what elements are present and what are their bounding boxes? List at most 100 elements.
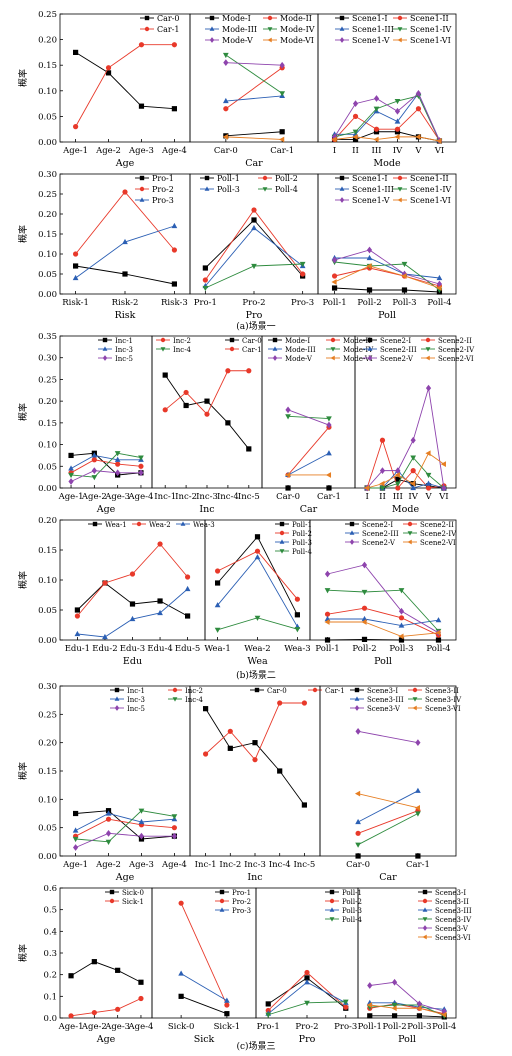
legend-entry: Scene1-VI — [410, 196, 451, 205]
legend-swatch-marker — [354, 705, 360, 711]
data-point — [361, 605, 368, 611]
data-point — [352, 134, 358, 140]
data-point — [251, 263, 257, 270]
data-point — [415, 106, 422, 112]
data-point — [138, 832, 145, 840]
y-tick-label: 0.10 — [38, 87, 57, 97]
legend-entry: Pro-2 — [152, 185, 174, 194]
data-point — [401, 287, 408, 293]
data-point — [367, 982, 373, 989]
data-point — [352, 113, 359, 119]
legend-entry: Wea-2 — [149, 521, 171, 529]
legend-entry: Scene2-IV — [438, 346, 475, 354]
x-tick-label: Risk-3 — [161, 298, 188, 308]
y-tick-label: 0.30 — [38, 170, 57, 180]
x-tick-label: Poll-1 — [315, 644, 339, 654]
legend-swatch-marker — [407, 521, 413, 527]
chart-panel-a-poll: Poll-1 Poll-2 Poll-3 Poll-4 Poll Scene1-I Scen… — [317, 173, 457, 321]
series-line — [366, 387, 445, 489]
legend-entry: Poll-2 — [292, 530, 312, 538]
legend-entry: Mode-I — [285, 337, 310, 345]
data-point — [171, 832, 177, 840]
x-tick-label: Car-1 — [317, 492, 341, 502]
y-tick-label: 0.25 — [38, 190, 57, 200]
series-line — [70, 454, 141, 469]
legend-swatch-marker — [114, 705, 120, 711]
legend-swatch-marker — [102, 337, 108, 343]
legend-swatch-marker — [397, 187, 403, 192]
data-point — [251, 224, 257, 231]
legend-entry: Scene2-II — [438, 337, 472, 345]
data-point — [425, 450, 431, 457]
data-point — [415, 811, 421, 817]
series-line — [75, 225, 175, 279]
data-point — [361, 561, 368, 569]
data-point — [416, 1005, 422, 1012]
legend-swatch-marker — [407, 539, 412, 545]
data-point — [265, 1001, 271, 1007]
y-tick-label: 0.25 — [38, 710, 57, 720]
legend-entry: Inc-4 — [173, 346, 192, 354]
legend-swatch-marker — [272, 346, 278, 351]
legend-entry: Scene2-V — [362, 539, 396, 547]
x-tick-label: IV — [393, 146, 403, 156]
x-tick-label: Age-3 — [104, 492, 130, 502]
data-point — [214, 602, 221, 608]
chart-panel-c-age2: 0.00.10.20.30.40.50.6概率Age-1Age-2Age-3Ag… — [17, 884, 153, 1045]
data-point — [105, 816, 112, 822]
data-point — [183, 389, 189, 396]
plot-frame — [357, 887, 457, 1019]
data-point — [251, 217, 257, 223]
y-tick-label: 0.4 — [43, 927, 57, 937]
series-line — [369, 1015, 445, 1018]
data-point — [436, 285, 442, 291]
data-point — [171, 825, 177, 831]
series-line — [357, 813, 419, 846]
chart-panel-a-pro: Pro-1 Pro-2 Pro-3 Pro Poll-1 Poll-2 Poll-3 Poll… — [189, 173, 319, 321]
data-point — [326, 450, 332, 456]
series-line — [180, 902, 228, 1006]
legend-entry: Poll-3 — [342, 907, 362, 915]
data-point — [304, 1000, 310, 1006]
legend-swatch-marker — [136, 521, 142, 527]
legend-swatch-marker — [262, 187, 268, 192]
legend-entry: Scene3-V — [367, 705, 401, 713]
legend-swatch-marker — [254, 687, 260, 693]
data-point — [185, 574, 191, 580]
legend-entry: Poll-1 — [342, 889, 362, 897]
data-point — [373, 106, 380, 112]
legend-swatch-marker — [425, 355, 430, 361]
y-axis-label: 概率 — [17, 944, 29, 962]
legend-swatch-marker — [272, 355, 278, 361]
data-point — [138, 818, 145, 825]
legend-swatch-marker — [329, 917, 335, 922]
series-line — [367, 456, 445, 489]
x-axis-label: Poll — [398, 1034, 416, 1045]
series-line — [334, 265, 440, 289]
y-tick-label: 0.05 — [38, 606, 57, 616]
data-point — [398, 588, 405, 594]
data-point — [129, 571, 136, 577]
data-point — [285, 485, 291, 491]
data-point — [277, 700, 283, 706]
data-point — [366, 287, 373, 293]
data-point — [91, 475, 98, 481]
legend-entry: Mode-VI — [280, 36, 314, 45]
y-axis-label: 概率 — [17, 225, 29, 243]
legend-entry: Mode-II — [343, 337, 371, 345]
series-line — [225, 54, 283, 94]
data-point — [171, 222, 178, 229]
legend-entry: Scene3-VI — [425, 705, 461, 713]
series-line — [327, 638, 439, 641]
x-tick-label: Age-1 — [58, 1022, 84, 1032]
series-line — [327, 607, 439, 636]
data-point — [415, 89, 422, 97]
legend-swatch-marker — [339, 15, 345, 21]
x-tick-label: III — [393, 492, 403, 502]
data-point — [361, 636, 368, 642]
legend-entry: Scene1-II — [410, 14, 449, 23]
x-tick-label: Wea-2 — [244, 644, 270, 654]
legend-swatch-marker — [229, 337, 235, 343]
x-tick-label: Age-4 — [161, 146, 187, 156]
data-point — [410, 468, 416, 474]
